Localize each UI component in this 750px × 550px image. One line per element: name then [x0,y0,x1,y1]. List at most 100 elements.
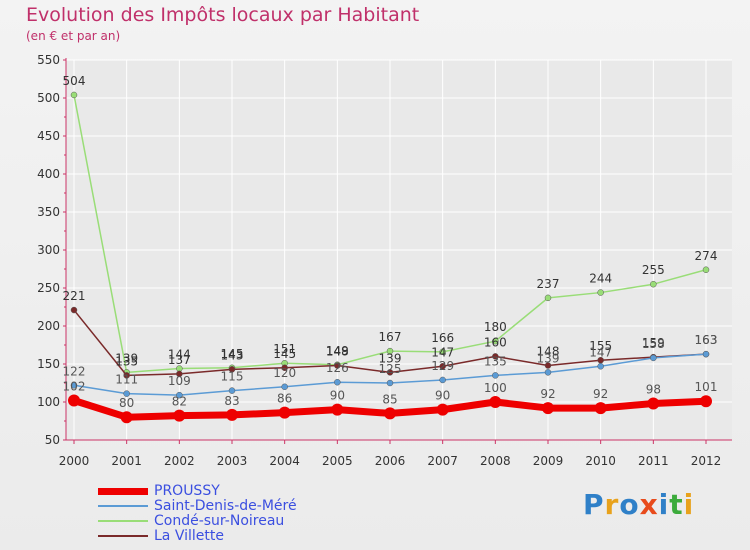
data-point [439,376,446,384]
data-label: 145 [221,347,244,361]
data-label: 80 [119,396,134,410]
legend: PROUSSY Saint-Denis-de-Méré Condé-sur-Noir… [98,484,358,544]
legend-swatch [98,505,148,507]
data-label: 102 [63,379,86,393]
data-point [68,394,80,407]
y-tick-label: 100 [37,395,60,409]
data-label: 137 [168,353,191,367]
data-point [173,409,186,422]
data-label: 149 [326,344,349,358]
x-tick-label: 2012 [691,454,722,468]
data-point [492,372,499,379]
series-lines [68,91,712,424]
y-tick-label: 300 [37,243,60,257]
data-label: 100 [484,381,507,395]
gridlines [66,59,732,441]
data-point [492,337,499,345]
data-label: 109 [168,374,191,388]
data-label: 166 [431,331,454,345]
data-label: 163 [695,333,718,347]
y-tick-label: 500 [37,91,60,105]
data-label: 148 [326,345,349,359]
data-point [492,353,499,360]
data-point [226,408,238,421]
data-label: 139 [115,351,138,365]
x-tick-label: 2003 [217,454,248,468]
data-label: 163 [695,333,718,347]
y-tick-label: 400 [37,167,60,181]
data-point [700,395,712,408]
data-point [544,294,552,302]
data-label: 115 [221,370,244,384]
data-point [386,347,394,355]
y-tick-label: 550 [37,53,60,67]
data-label: 90 [330,389,345,403]
y-tick-label: 50 [45,433,60,447]
data-point [176,370,183,378]
data-point [436,403,449,416]
data-point [597,363,604,370]
y-tick-label: 450 [37,129,60,143]
data-label: 255 [642,263,665,277]
data-point [702,266,710,274]
proxiti-logo: Proxiti [583,488,694,521]
data-label: 135 [115,354,138,368]
data-label: 101 [695,380,718,394]
data-label: 92 [540,387,555,401]
data-point [386,369,394,376]
data-point [386,379,394,387]
data-label: 148 [537,345,560,359]
data-label: 120 [273,366,296,380]
data-point [650,354,657,362]
line-chart: 50 100 150 200 250 300 350 400 450 500 550 2000 2001… [37,53,732,468]
data-point [123,372,130,379]
x-tick-label: 2010 [585,454,616,468]
data-point [594,402,607,415]
legend-item: Condé-sur-Noireau [98,514,358,529]
data-label: 90 [435,389,450,403]
data-label: 143 [221,348,244,362]
data-label: 85 [382,392,397,406]
data-label: 83 [224,394,239,408]
data-point [702,350,710,358]
x-tick-label: 2006 [375,454,406,468]
legend-label: La Villette [154,528,224,544]
data-label: 82 [172,395,187,409]
data-label: 244 [589,272,612,286]
data-point [70,306,78,314]
data-point [597,289,604,296]
legend-label: Saint-Denis-de-Méré [154,498,297,514]
x-tick-label: 2002 [164,454,195,468]
legend-label: PROUSSY [154,483,220,499]
data-point [281,383,288,391]
data-point [489,396,502,408]
data-point [439,348,446,356]
data-label: 139 [537,351,560,365]
y-tick-label: 250 [37,281,60,295]
data-label: 160 [484,335,507,349]
data-point [439,363,446,370]
data-label: 221 [63,289,86,303]
legend-label: Condé-sur-Noireau [154,513,285,529]
data-point [334,378,341,386]
chart-subtitle: (en € et par an) [26,29,121,43]
data-label: 129 [431,359,454,373]
data-point [544,362,552,369]
data-point [70,91,78,99]
data-label: 126 [326,361,349,375]
data-point [542,402,554,415]
data-label: 111 [115,373,138,387]
legend-item: La Villette [98,529,358,544]
data-point [650,280,657,288]
data-label: 144 [168,348,191,362]
x-tick-label: 2009 [533,454,564,468]
data-label: 145 [273,347,296,361]
logo-letter: P [583,488,605,521]
x-tick-label: 2007 [427,454,458,468]
data-label: 135 [484,354,507,368]
data-point [331,403,344,416]
data-point [70,382,78,389]
legend-swatch [98,520,148,522]
y-tick-label: 150 [37,357,60,371]
